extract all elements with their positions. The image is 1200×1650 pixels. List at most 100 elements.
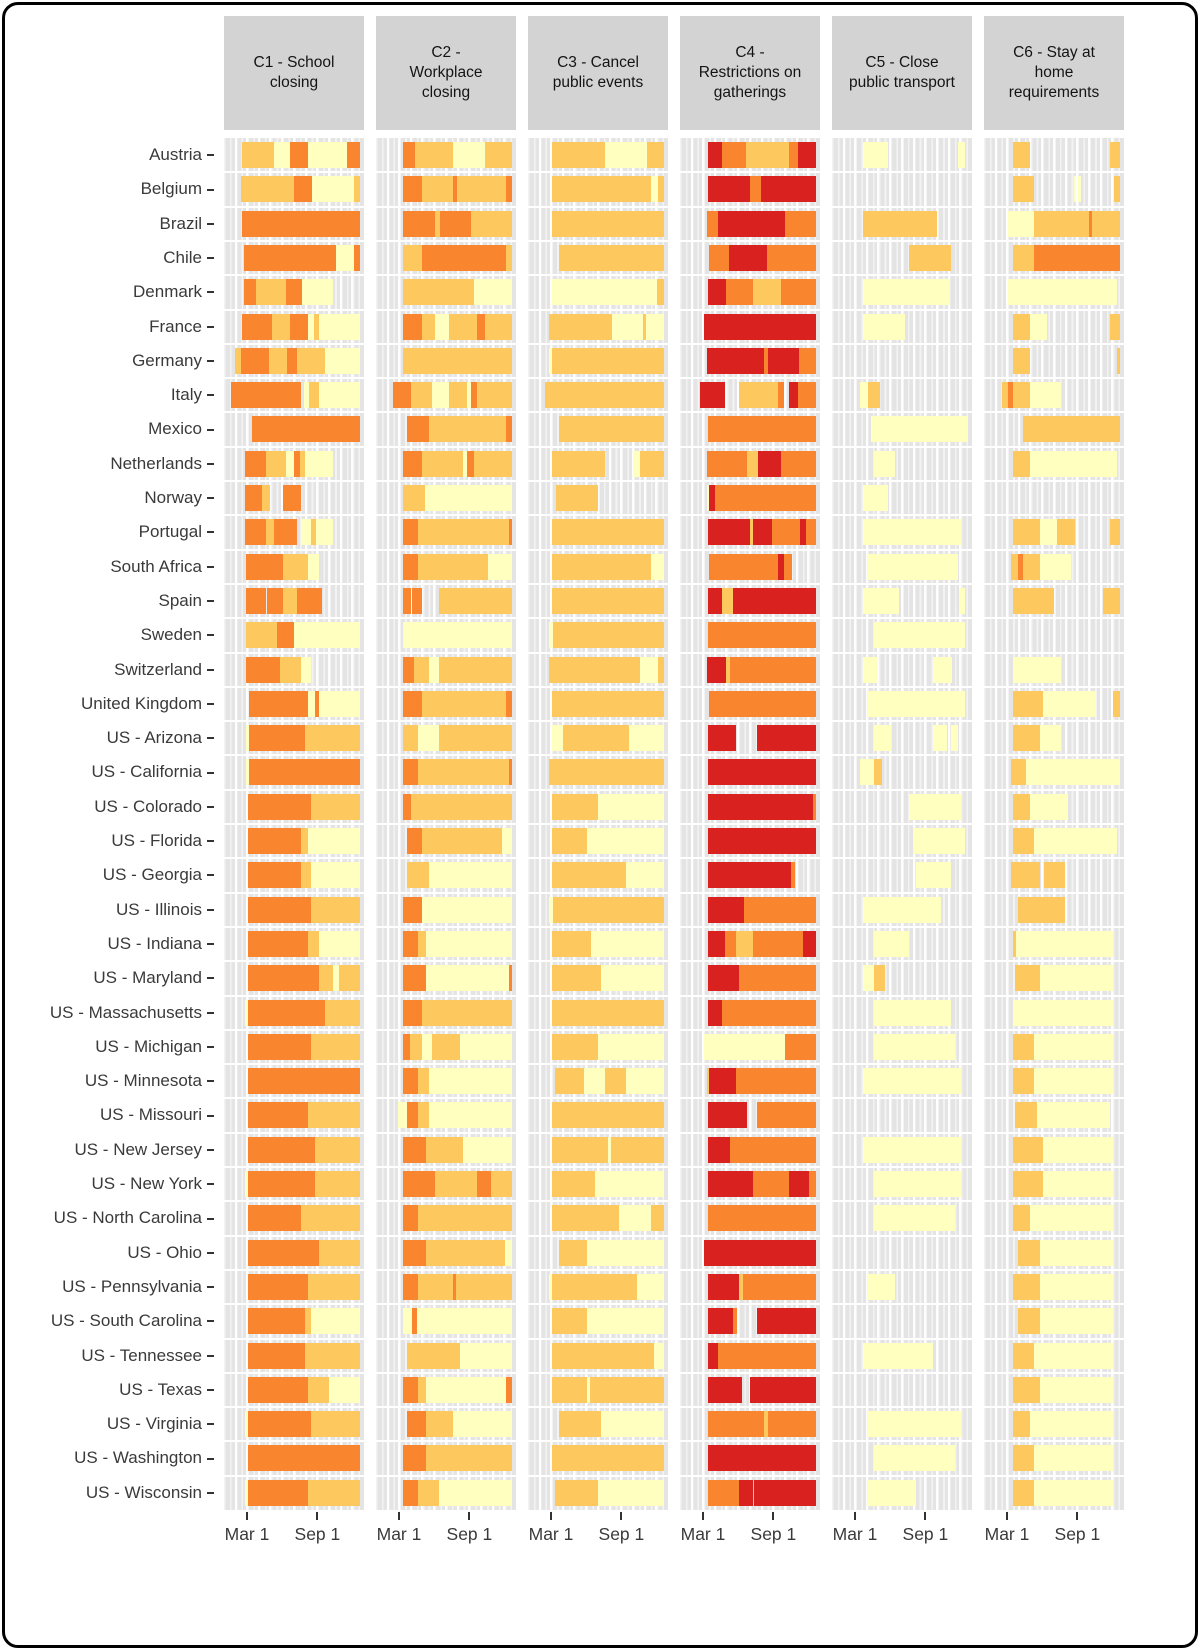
policy-bar-segment (586, 1308, 664, 1335)
policy-bar-segment (402, 450, 423, 477)
policy-bar-segment (708, 1136, 731, 1163)
policy-bar-segment (246, 656, 280, 683)
policy-bar-segment (439, 587, 512, 614)
policy-bar-segment (651, 1205, 664, 1232)
row-separator (680, 1474, 820, 1477)
policy-bar-segment (392, 382, 411, 409)
policy-bar-segment (319, 1239, 360, 1266)
row-label: South Africa (110, 556, 202, 576)
y-axis-tick (207, 188, 214, 191)
policy-bar-segment (1103, 587, 1120, 614)
row-separator (528, 205, 668, 208)
row-separator (984, 1234, 1124, 1237)
row-separator (528, 685, 668, 688)
policy-bar-segment (738, 1479, 753, 1506)
policy-bar-segment (743, 1273, 816, 1300)
policy-bar-segment (730, 656, 816, 683)
row-separator (832, 1406, 972, 1409)
policy-bar-segment (246, 553, 283, 580)
policy-bar-segment (406, 416, 430, 443)
row-separator (528, 1097, 668, 1100)
policy-bar-segment (758, 450, 781, 477)
policy-bar-segment (488, 553, 512, 580)
row-label: US - New York (91, 1174, 202, 1193)
policy-bar-segment (709, 690, 816, 717)
policy-bar-segment (722, 142, 746, 168)
row-separator (984, 377, 1124, 380)
row-separator (528, 308, 668, 311)
policy-bar-segment (402, 1308, 413, 1335)
policy-bar-segment (640, 450, 664, 477)
row-separator (224, 1063, 364, 1066)
policy-bar-segment (474, 279, 512, 306)
x-axis-tick-label: Mar 1 (224, 1524, 270, 1544)
policy-bar-segment (282, 587, 297, 614)
row-separator (832, 823, 972, 825)
policy-bar-segment (252, 416, 360, 443)
policy-bar-segment (1089, 210, 1092, 237)
y-axis-tick (207, 737, 214, 740)
panel-c3 (528, 138, 668, 1510)
policy-bar-segment (247, 793, 311, 820)
y-axis-tick (207, 702, 214, 705)
policy-bar-segment (551, 828, 587, 854)
policy-bar-segment (429, 862, 512, 889)
policy-bar-segment (1013, 313, 1031, 340)
row-separator (832, 1131, 972, 1134)
row-separator (680, 1200, 820, 1203)
policy-bar-segment (305, 1308, 311, 1335)
row-separator (680, 1406, 820, 1409)
policy-bar-segment (310, 1411, 360, 1438)
policy-bar-segment (301, 519, 311, 546)
policy-bar-segment (708, 999, 722, 1026)
policy-bar-segment (766, 244, 816, 271)
policy-bar-segment (247, 1136, 315, 1163)
policy-bar-segment (551, 450, 605, 477)
row-separator (832, 1028, 972, 1031)
policy-bar-segment (733, 1308, 738, 1335)
policy-bar-segment (247, 828, 301, 854)
policy-bar-segment (645, 313, 664, 340)
policy-bar-segment (256, 279, 286, 306)
policy-bar-segment (1034, 244, 1120, 271)
policy-bar-segment (308, 553, 320, 580)
policy-bar-segment (246, 725, 250, 752)
policy-bar-segment (1013, 587, 1054, 614)
row-separator (832, 1200, 972, 1203)
row-separator (224, 1131, 364, 1134)
row-separator (984, 754, 1124, 757)
row-separator (376, 891, 516, 894)
row-separator (832, 377, 972, 380)
policy-bar-segment (551, 279, 657, 306)
row-separator (528, 1474, 668, 1477)
policy-bar-segment (1013, 656, 1061, 683)
policy-bar-segment (1040, 965, 1113, 992)
policy-bar-segment (1010, 862, 1040, 889)
row-separator (376, 582, 516, 585)
row-separator (984, 480, 1124, 482)
policy-bar-segment (558, 1411, 601, 1438)
policy-bar-segment (1030, 1411, 1113, 1438)
row-separator (528, 239, 668, 242)
policy-bar-segment (402, 1239, 427, 1266)
policy-bar-segment (757, 725, 816, 752)
policy-bar-segment (1013, 142, 1031, 168)
policy-bar-segment (553, 622, 664, 649)
policy-bar-segment (1034, 1342, 1113, 1369)
policy-bar-segment (402, 347, 512, 374)
y-axis-tick (207, 565, 214, 568)
policy-bar-segment (247, 1342, 306, 1369)
row-separator (984, 1131, 1124, 1134)
row-label: US - Arizona (106, 728, 202, 748)
policy-bar-segment (467, 450, 474, 477)
policy-bar-segment (310, 1033, 360, 1060)
y-axis-tick (207, 1491, 214, 1494)
row-separator (984, 582, 1124, 585)
policy-bar-segment (768, 347, 799, 374)
policy-bar-segment (312, 176, 355, 203)
policy-bar-segment (426, 1445, 512, 1472)
policy-bar-segment (402, 519, 418, 546)
policy-bar-segment (736, 1068, 816, 1095)
facet-header-label: C2 - Workplace closing (409, 44, 483, 101)
policy-bar-segment (554, 1479, 598, 1506)
